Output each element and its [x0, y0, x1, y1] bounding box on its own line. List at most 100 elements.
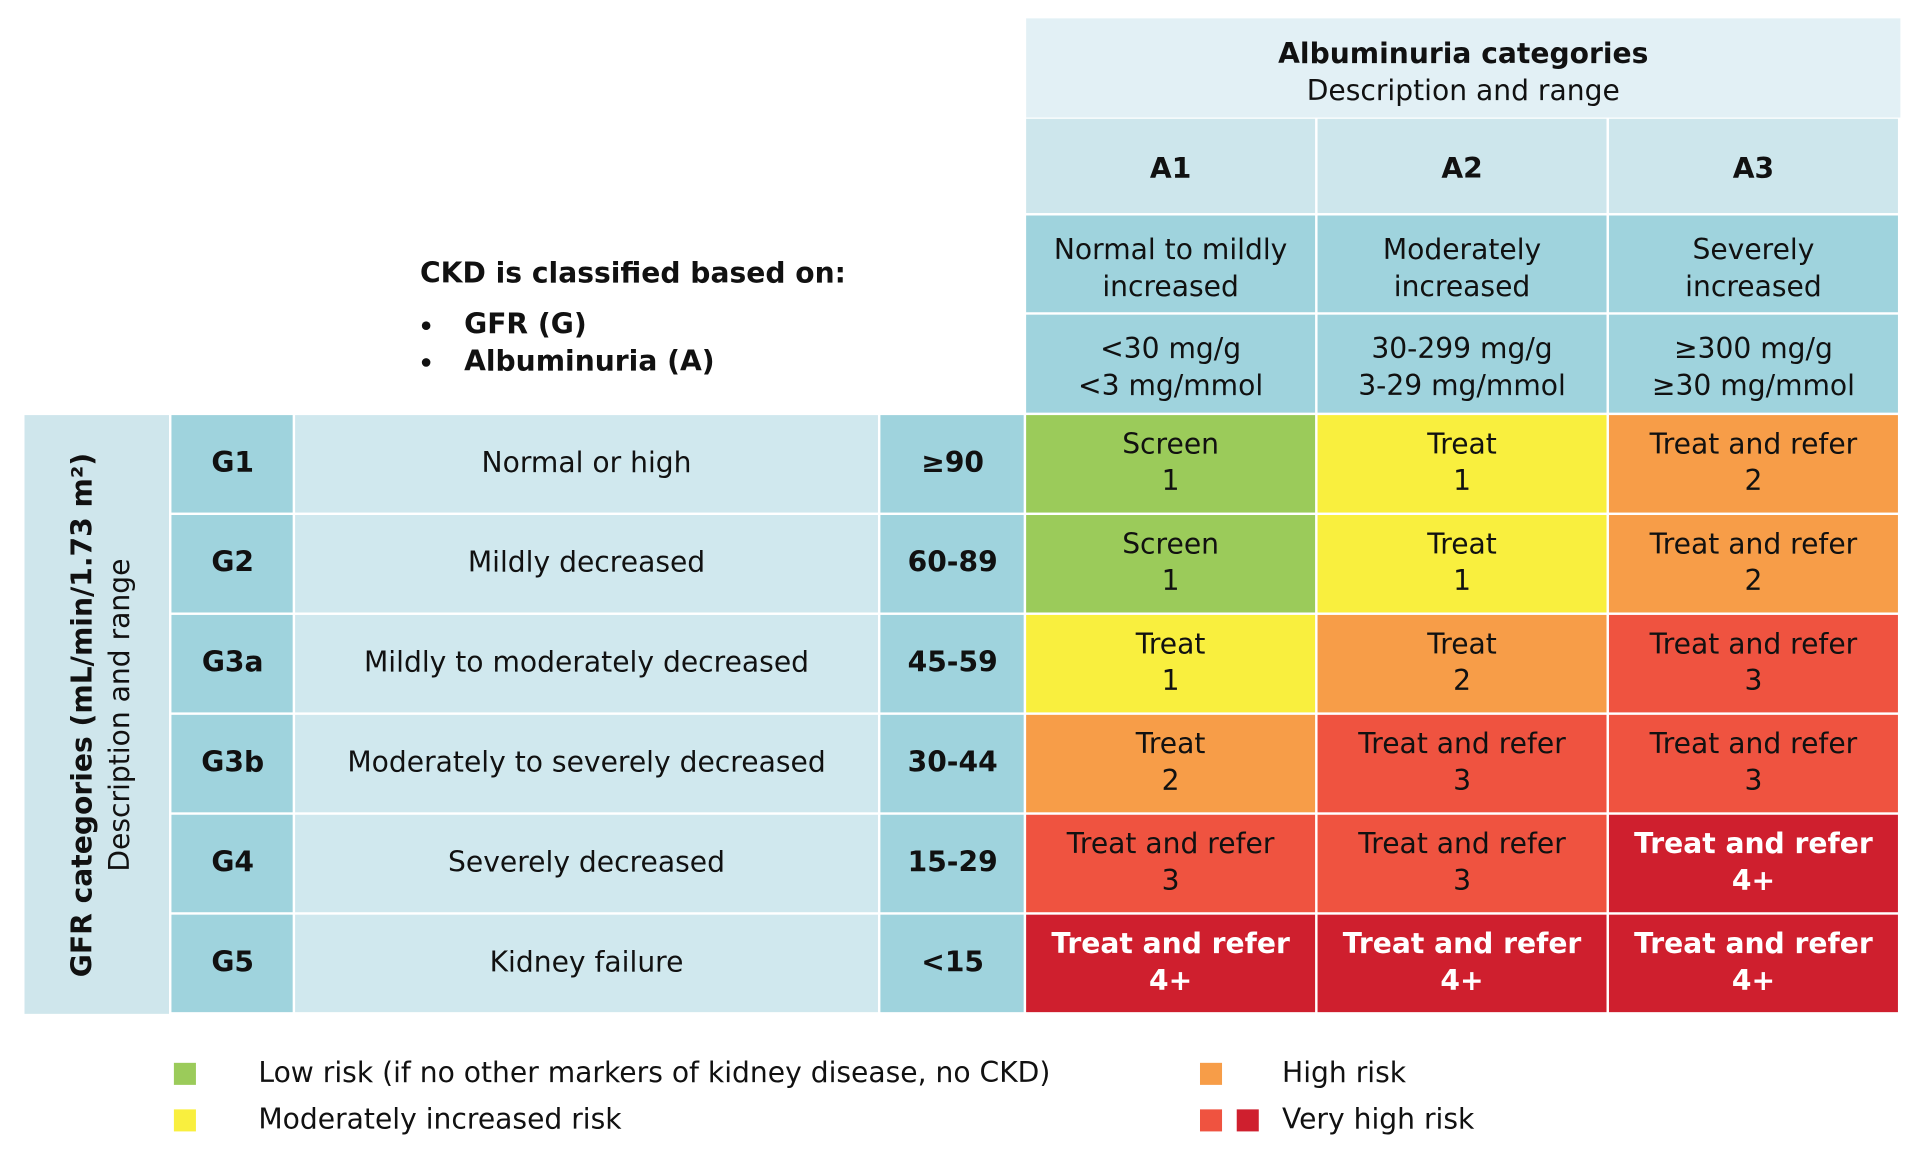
- cell-level: 4+: [1732, 964, 1775, 997]
- risk-cell: [1317, 415, 1607, 513]
- row-code-bg: [171, 614, 293, 713]
- cell-level: 3: [1453, 764, 1471, 797]
- row-description: Kidney failure: [490, 945, 684, 978]
- row-desc-bg: [295, 714, 878, 813]
- column-desc-bg: [1317, 215, 1607, 313]
- cell-action: Treat: [1426, 527, 1497, 560]
- row-description: Severely decreased: [448, 845, 725, 878]
- cell-level: 4+: [1440, 964, 1483, 997]
- bullet: [421, 321, 431, 330]
- column-range-bg: [1608, 314, 1898, 413]
- row-code-bg: [171, 814, 293, 913]
- column-code: A2: [1441, 152, 1482, 185]
- row-code: G3a: [202, 646, 264, 679]
- cell-level: 1: [1162, 664, 1180, 697]
- row-range-bg: [880, 814, 1024, 913]
- legend-swatch: [1199, 1062, 1223, 1085]
- risk-cell: [1608, 714, 1898, 813]
- row-range-bg: [880, 614, 1024, 713]
- cell-action: Treat and refer: [1357, 827, 1566, 860]
- row-description: Mildly decreased: [468, 546, 705, 579]
- row-code-bg: [171, 914, 293, 1013]
- bullet: [421, 358, 431, 367]
- row-range: 60-89: [908, 546, 998, 579]
- column-range: 3-29 mg/mmol: [1358, 369, 1566, 402]
- legend-label: Very high risk: [1282, 1102, 1475, 1135]
- row-range: <15: [921, 945, 984, 978]
- cell-level: 2: [1744, 564, 1762, 597]
- classification-item: Albuminuria (A): [464, 344, 715, 377]
- column-description: increased: [1685, 270, 1822, 303]
- cell-action: Treat: [1135, 727, 1206, 760]
- row-range: 30-44: [908, 746, 998, 779]
- legend-swatch: [173, 1062, 196, 1085]
- row-range-bg: [880, 714, 1024, 813]
- risk-cell: [1608, 914, 1898, 1013]
- side-label-bg: [24, 415, 169, 1014]
- cell-level: 1: [1162, 564, 1180, 597]
- cell-action: Treat and refer: [1051, 927, 1290, 960]
- cell-level: 2: [1162, 764, 1180, 797]
- cell-level: 1: [1162, 464, 1180, 497]
- classification-item: GFR (G): [464, 308, 587, 341]
- row-code-bg: [171, 415, 293, 513]
- legend-label: Moderately increased risk: [258, 1102, 622, 1135]
- risk-cell: [1026, 415, 1316, 513]
- row-code: G1: [211, 446, 254, 479]
- column-description: Moderately: [1383, 233, 1541, 266]
- column-description: Normal to mildly: [1054, 233, 1287, 266]
- cell-action: Treat: [1135, 627, 1206, 660]
- row-range: ≥90: [921, 446, 984, 479]
- risk-cell: [1317, 515, 1607, 613]
- risk-cell: [1317, 814, 1607, 913]
- row-code: G2: [211, 546, 254, 579]
- column-range: ≥30 mg/mmol: [1652, 369, 1855, 402]
- risk-cell: [1317, 714, 1607, 813]
- cell-level: 3: [1744, 764, 1762, 797]
- cell-action: Treat and refer: [1634, 827, 1873, 860]
- column-desc-bg: [1026, 215, 1316, 313]
- cell-level: 4+: [1732, 864, 1775, 897]
- column-code: A1: [1150, 152, 1191, 185]
- row-range-bg: [880, 515, 1024, 613]
- cell-action: Treat and refer: [1634, 927, 1873, 960]
- risk-cell: [1317, 614, 1607, 713]
- cell-action: Screen: [1122, 427, 1219, 460]
- header-subtitle: Description and range: [1307, 74, 1620, 107]
- column-description: increased: [1102, 270, 1239, 303]
- legend-swatch: [1199, 1109, 1223, 1132]
- row-desc-bg: [295, 914, 878, 1013]
- row-code: G3b: [201, 746, 264, 779]
- risk-cell: [1026, 914, 1316, 1013]
- column-code-bg: [1317, 118, 1607, 214]
- cell-level: 2: [1453, 664, 1471, 697]
- row-desc-bg: [295, 515, 878, 613]
- row-range: 45-59: [908, 646, 998, 679]
- cell-action: Treat: [1426, 427, 1497, 460]
- column-code-bg: [1026, 118, 1316, 214]
- row-code-bg: [171, 515, 293, 613]
- risk-cell: [1026, 614, 1316, 713]
- legend-label: High risk: [1282, 1056, 1407, 1089]
- row-range-bg: [880, 914, 1024, 1013]
- risk-cell: [1608, 614, 1898, 713]
- column-desc-bg: [1608, 215, 1898, 313]
- risk-cell: [1317, 914, 1607, 1013]
- cell-level: 3: [1162, 864, 1180, 897]
- legend-label: Low risk (if no other markers of kidney …: [258, 1056, 1050, 1089]
- row-range: 15-29: [908, 845, 998, 878]
- cell-action: Treat and refer: [1649, 527, 1858, 560]
- cell-level: 4+: [1149, 964, 1192, 997]
- row-desc-bg: [295, 415, 878, 513]
- column-range: <30 mg/g: [1100, 332, 1241, 365]
- cell-action: Treat and refer: [1357, 727, 1566, 760]
- row-description: Moderately to severely decreased: [347, 746, 825, 779]
- row-desc-bg: [295, 814, 878, 913]
- row-code-bg: [171, 714, 293, 813]
- side-label-title: GFR categories (mL/min/1.73 m²): [65, 453, 98, 977]
- risk-cell: [1026, 714, 1316, 813]
- cell-level: 3: [1453, 864, 1471, 897]
- cell-level: 2: [1744, 464, 1762, 497]
- header-bg: [1026, 18, 1901, 118]
